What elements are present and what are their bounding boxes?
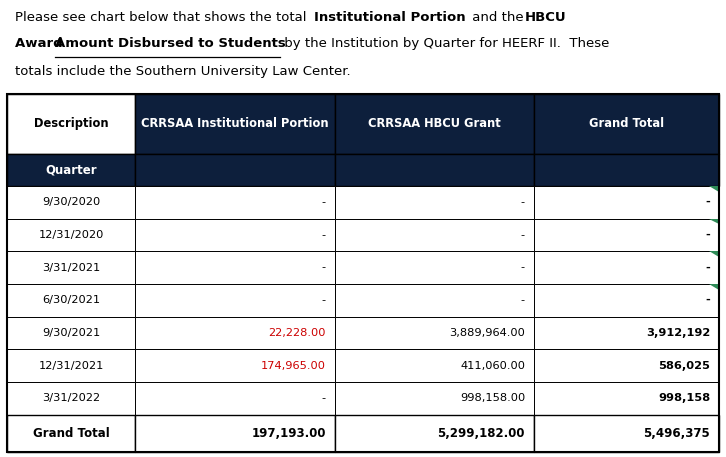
- Text: -: -: [705, 230, 710, 240]
- Text: Description: Description: [34, 117, 109, 131]
- Text: 3/31/2022: 3/31/2022: [42, 393, 100, 403]
- Bar: [7, 251, 135, 284]
- Text: 22,228.00: 22,228.00: [269, 328, 326, 338]
- Bar: [135, 317, 335, 349]
- Text: -: -: [322, 262, 326, 272]
- Bar: [335, 94, 534, 154]
- Bar: [534, 382, 719, 414]
- Text: -: -: [521, 230, 525, 240]
- Polygon shape: [709, 186, 719, 192]
- Bar: [7, 94, 135, 154]
- Bar: [335, 251, 534, 284]
- Text: 174,965.00: 174,965.00: [261, 361, 326, 371]
- Text: -: -: [705, 197, 710, 207]
- Text: -: -: [521, 197, 525, 207]
- Text: and the: and the: [468, 11, 528, 24]
- Bar: [534, 349, 719, 382]
- Text: 998,158: 998,158: [658, 393, 710, 403]
- Text: totals include the Southern University Law Center.: totals include the Southern University L…: [15, 65, 350, 78]
- Text: -: -: [521, 295, 525, 305]
- Text: CRRSAA HBCU Grant: CRRSAA HBCU Grant: [368, 117, 500, 131]
- Text: Quarter: Quarter: [46, 164, 97, 176]
- Bar: [7, 186, 135, 218]
- Polygon shape: [709, 251, 719, 257]
- Bar: [135, 284, 335, 317]
- Text: -: -: [322, 295, 326, 305]
- Bar: [335, 218, 534, 251]
- Bar: [335, 349, 534, 382]
- Bar: [135, 94, 335, 154]
- Bar: [335, 186, 534, 218]
- Bar: [534, 218, 719, 251]
- Bar: [7, 218, 135, 251]
- Text: 3,889,964.00: 3,889,964.00: [449, 328, 525, 338]
- Text: 998,158.00: 998,158.00: [460, 393, 525, 403]
- Text: -: -: [322, 230, 326, 240]
- Bar: [335, 382, 534, 414]
- Bar: [534, 251, 719, 284]
- Polygon shape: [709, 218, 719, 224]
- Text: CRRSAA Institutional Portion: CRRSAA Institutional Portion: [141, 117, 329, 131]
- Bar: [534, 414, 719, 452]
- Text: -: -: [521, 262, 525, 272]
- Text: 9/30/2021: 9/30/2021: [42, 328, 100, 338]
- Bar: [335, 284, 534, 317]
- Text: Grand Total: Grand Total: [589, 117, 664, 131]
- Text: 197,193.00: 197,193.00: [251, 427, 326, 440]
- Bar: [7, 349, 135, 382]
- Bar: [7, 154, 135, 186]
- Text: -: -: [322, 393, 326, 403]
- Bar: [534, 154, 719, 186]
- Polygon shape: [709, 284, 719, 290]
- Text: 6/30/2021: 6/30/2021: [42, 295, 100, 305]
- Bar: [135, 218, 335, 251]
- Bar: [534, 284, 719, 317]
- Text: HBCU: HBCU: [525, 11, 566, 24]
- Bar: [335, 317, 534, 349]
- Bar: [135, 414, 335, 452]
- Bar: [7, 414, 135, 452]
- Text: 12/31/2020: 12/31/2020: [38, 230, 104, 240]
- Text: Grand Total: Grand Total: [33, 427, 110, 440]
- Bar: [7, 317, 135, 349]
- Bar: [135, 154, 335, 186]
- Bar: [135, 251, 335, 284]
- Text: 411,060.00: 411,060.00: [460, 361, 525, 371]
- Text: -: -: [705, 295, 710, 305]
- Text: 586,025: 586,025: [658, 361, 710, 371]
- Bar: [135, 349, 335, 382]
- Text: 5,299,182.00: 5,299,182.00: [438, 427, 525, 440]
- Text: Amount Disbursed to Students: Amount Disbursed to Students: [55, 37, 286, 50]
- Text: 9/30/2020: 9/30/2020: [42, 197, 100, 207]
- Bar: [335, 154, 534, 186]
- Text: Please see chart below that shows the total: Please see chart below that shows the to…: [15, 11, 310, 24]
- Text: 5,496,375: 5,496,375: [643, 427, 710, 440]
- Bar: [335, 414, 534, 452]
- Text: by the Institution by Quarter for HEERF II.  These: by the Institution by Quarter for HEERF …: [280, 37, 609, 50]
- Bar: [7, 94, 719, 452]
- Bar: [534, 317, 719, 349]
- Text: Institutional Portion: Institutional Portion: [314, 11, 465, 24]
- Text: 3,912,192: 3,912,192: [646, 328, 710, 338]
- Text: 3/31/2021: 3/31/2021: [42, 262, 100, 272]
- Text: -: -: [322, 197, 326, 207]
- Bar: [534, 186, 719, 218]
- Text: 12/31/2021: 12/31/2021: [38, 361, 104, 371]
- Bar: [135, 186, 335, 218]
- Bar: [7, 284, 135, 317]
- Text: Award: Award: [15, 37, 67, 50]
- Bar: [534, 94, 719, 154]
- Bar: [7, 382, 135, 414]
- Bar: [135, 382, 335, 414]
- Text: -: -: [705, 262, 710, 272]
